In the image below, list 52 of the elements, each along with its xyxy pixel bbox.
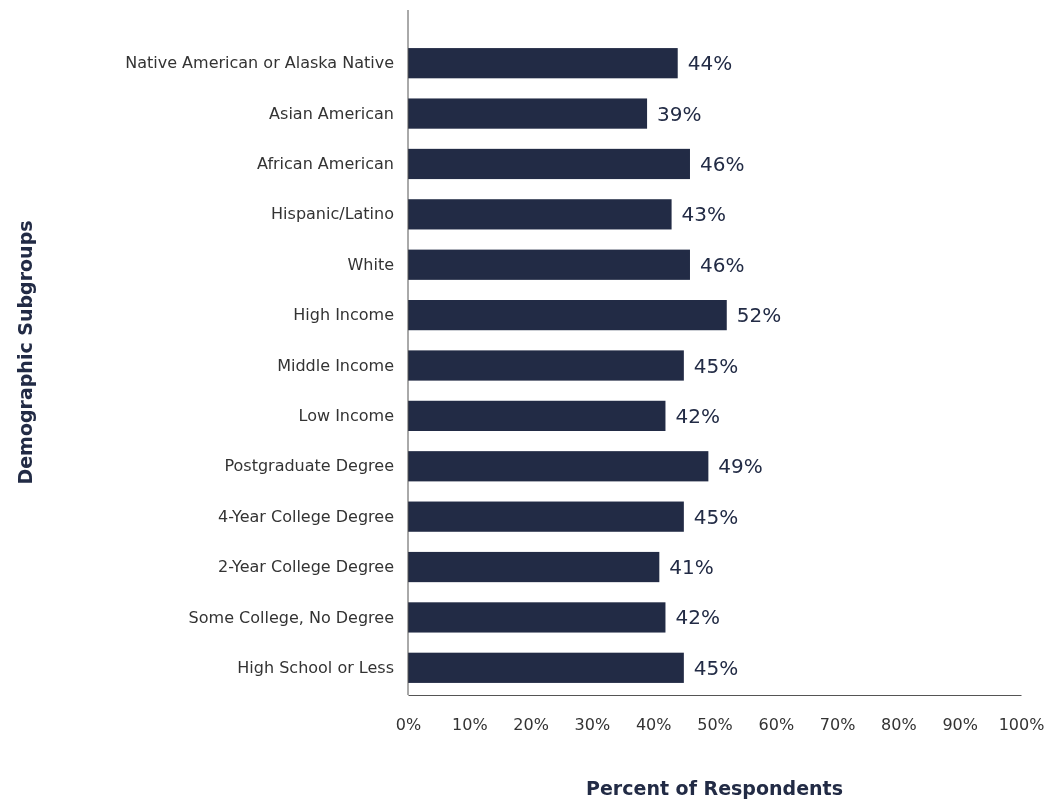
y-tick-label: High School or Less: [237, 657, 394, 677]
y-tick-label: High Income: [293, 305, 394, 325]
data-label: 42%: [675, 605, 720, 630]
data-label: 45%: [693, 353, 739, 378]
data-label: 46%: [699, 252, 745, 277]
y-tick-label: Postgraduate Degree: [224, 456, 394, 476]
y-tick-label: African American: [257, 154, 394, 174]
x-tick-label: 60%: [758, 715, 795, 735]
x-tick-label: 0%: [395, 715, 422, 735]
y-tick-label: Middle Income: [277, 355, 394, 375]
bar: [408, 300, 727, 331]
bar: [408, 350, 684, 381]
x-tick-label: 50%: [697, 715, 733, 735]
x-tick-label: 30%: [574, 715, 611, 735]
bar: [408, 48, 678, 79]
bar: [408, 451, 709, 482]
data-label: 45%: [693, 655, 739, 680]
y-axis-title: Demographic Subgroups: [14, 220, 36, 485]
y-tick-label: 2-Year College Degree: [217, 557, 394, 577]
x-tick-label: 70%: [819, 715, 856, 735]
data-label: 49%: [718, 454, 763, 479]
data-label: 46%: [699, 151, 745, 176]
y-tick-label: Native American or Alaska Native: [125, 53, 394, 73]
data-label: 42%: [675, 403, 720, 428]
x-axis-title: Percent of Respondents: [586, 777, 843, 799]
data-label: 41%: [669, 555, 714, 580]
data-label: 39%: [657, 101, 702, 126]
data-label: 43%: [681, 202, 727, 227]
y-tick-label: Asian American: [269, 103, 394, 123]
bar: [408, 148, 690, 180]
bar: [408, 652, 684, 683]
y-tick-label: 4-Year College Degree: [217, 506, 394, 526]
bar: [408, 199, 672, 230]
y-tick-label: White: [347, 254, 394, 274]
data-label: 45%: [693, 504, 739, 529]
y-tick-label: Hispanic/Latino: [271, 204, 394, 224]
x-tick-label: 90%: [942, 715, 978, 735]
data-label: 52%: [736, 303, 782, 328]
bar: [408, 602, 666, 633]
x-tick-label: 20%: [513, 715, 549, 735]
x-tick-label: 80%: [881, 715, 917, 735]
bar: [408, 400, 666, 431]
bar: [408, 551, 660, 583]
x-tick-label: 40%: [635, 715, 672, 735]
x-tick-label: 100%: [998, 715, 1045, 735]
bar: [408, 249, 690, 280]
y-tick-label: Low Income: [298, 406, 394, 425]
y-tick-label: Some College, No Degree: [188, 607, 394, 627]
bar: [408, 98, 648, 129]
bar: [408, 501, 684, 532]
x-tick-label: 10%: [452, 715, 488, 735]
data-label: 44%: [687, 51, 733, 76]
